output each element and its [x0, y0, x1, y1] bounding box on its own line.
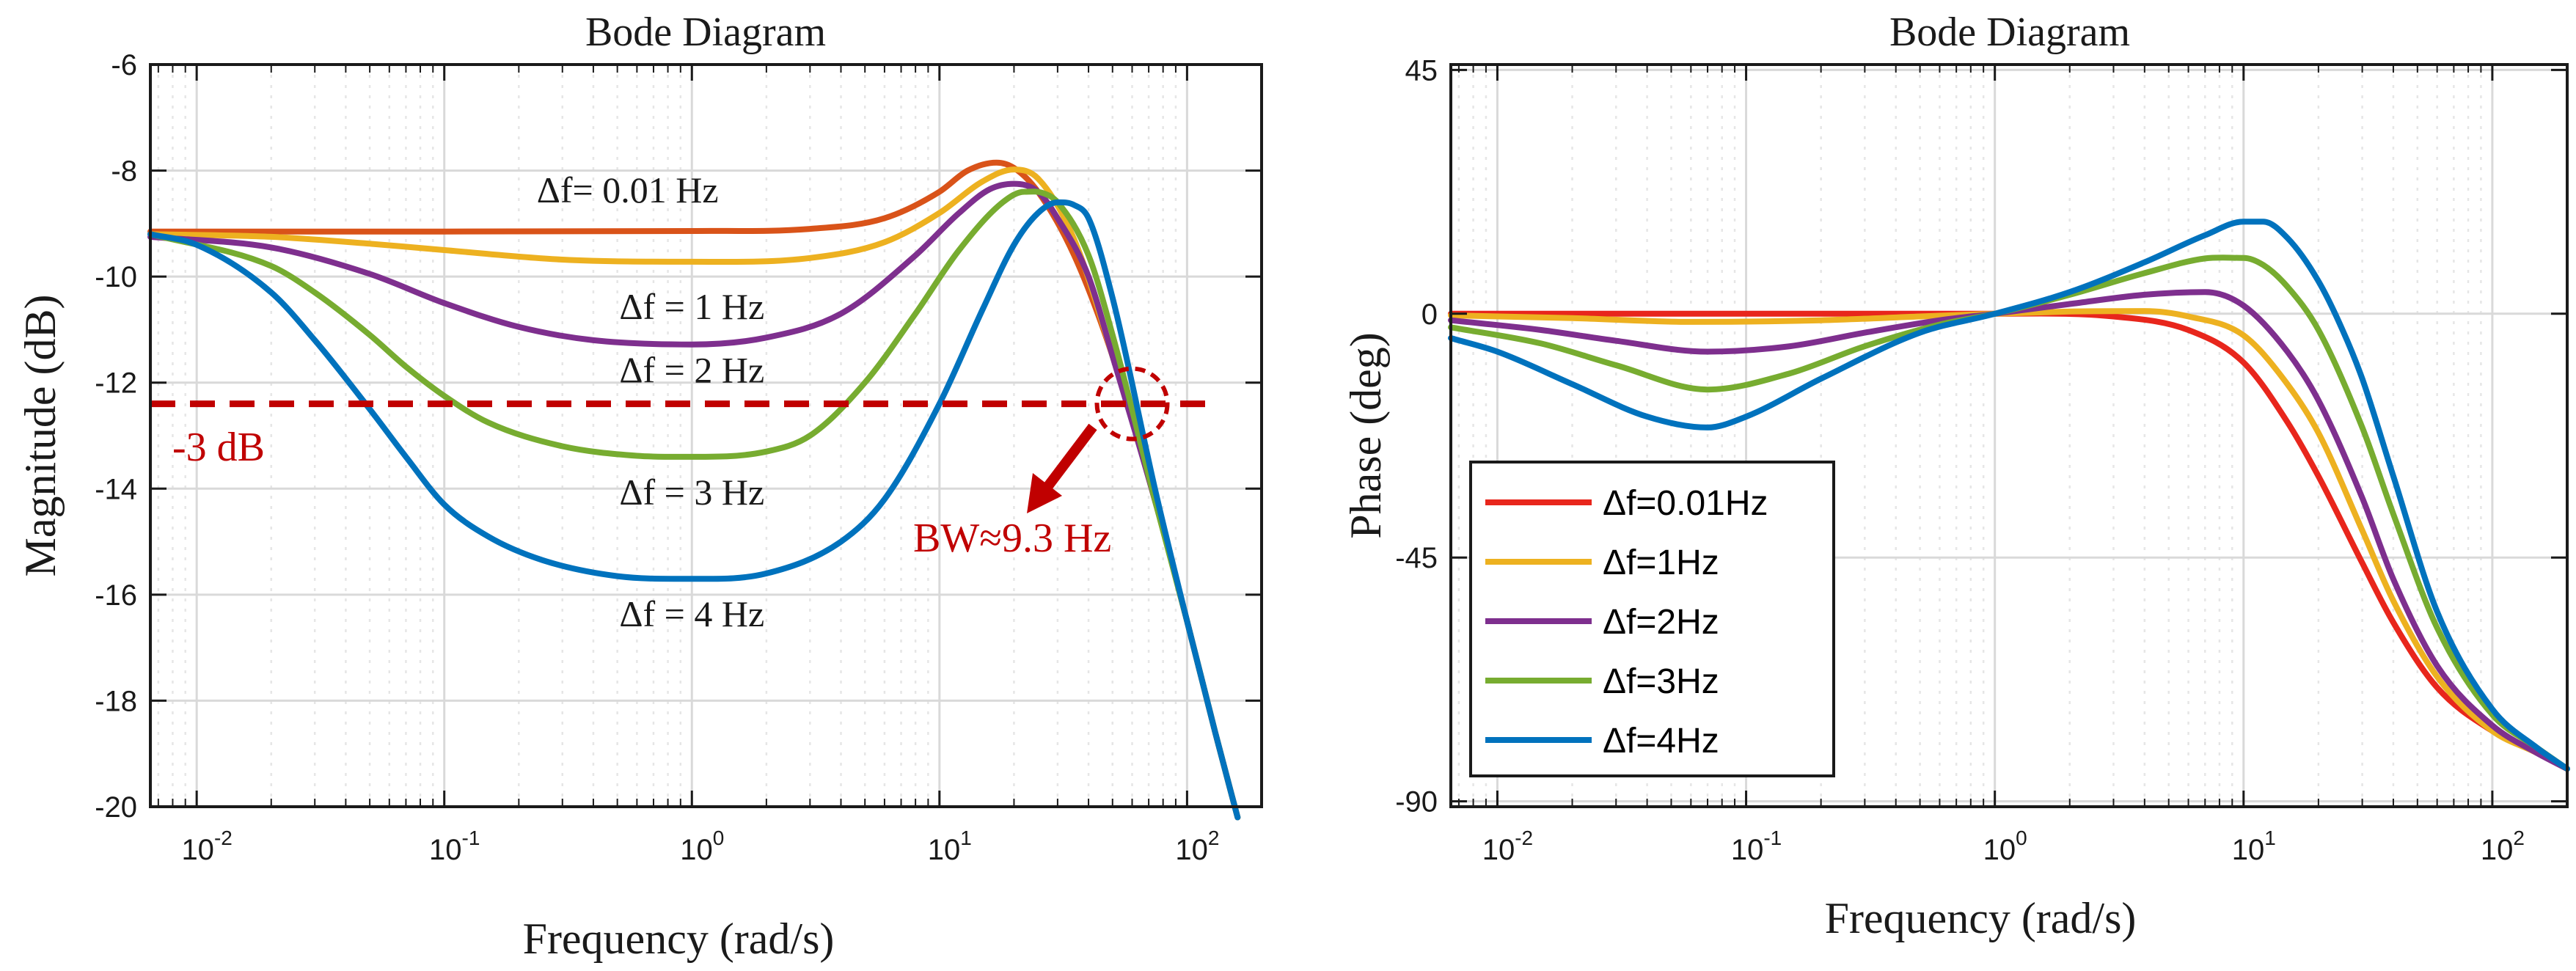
phase-chart-title: Bode Diagram [1889, 10, 2130, 55]
threshold-3db-label: -3 dB [172, 425, 265, 470]
legend-label-df-2hz: Δf=2Hz [1603, 603, 1719, 642]
series-label-df-3hz: Δf = 3 Hz [619, 472, 764, 513]
series-line-f1hz [1448, 308, 2570, 772]
phase-x-tick-label: 102 [2481, 827, 2525, 866]
series-line-f4hz [147, 199, 1241, 821]
legend-label-df-4hz: Δf=4Hz [1603, 722, 1719, 761]
series-line-f3hz [147, 188, 1241, 821]
series-label-df-4hz: Δf = 4 Hz [619, 593, 764, 634]
phase-y-axis-label: Phase (deg) [1342, 332, 1390, 539]
legend-label-df-3hz: Δf=3Hz [1603, 662, 1719, 701]
magnitude-y-tick-label: -20 [95, 791, 137, 824]
series-line-f0.01hz [1448, 310, 2570, 772]
legend-label-df-0.01hz: Δf=0.01Hz [1603, 484, 1768, 523]
magnitude-series-lines [147, 159, 1241, 821]
magnitude-ticks [150, 63, 1262, 808]
magnitude-y-tick-label: -12 [95, 367, 137, 400]
magnitude-y-axis-label: Magnitude (dB) [16, 295, 65, 577]
phase-legend: Δf=0.01Hz Δf=1Hz Δf=2Hz Δf=3Hz Δf=4Hz [1469, 461, 1835, 777]
magnitude-x-tick-label: 100 [680, 827, 724, 866]
bandwidth-marker-circle [1094, 366, 1170, 441]
magnitude-y-tick-label: -10 [95, 261, 137, 293]
series-line-f3hz [1448, 254, 2570, 772]
magnitude-y-tick-label: -14 [95, 473, 137, 505]
magnitude-x-tick-label: 10-1 [429, 827, 480, 866]
magnitude-x-tick-label: 102 [1175, 827, 1219, 866]
phase-x-tick-label: 100 [1983, 827, 2027, 866]
magnitude-y-tick-label: -8 [111, 155, 137, 188]
phase-x-axis-label: Frequency (rad/s) [1825, 894, 2137, 942]
magnitude-y-tick-label: -18 [95, 685, 137, 717]
phase-y-tick-label: -90 [1395, 786, 1438, 818]
phase-x-tick-label: 101 [2232, 827, 2276, 866]
legend-box [1469, 461, 1835, 777]
bandwidth-label: BW≈9.3 Hz [913, 516, 1111, 561]
series-label-df-2hz: Δf = 2 Hz [619, 350, 764, 391]
series-line-f2hz [1448, 289, 2570, 772]
phase-chart: Δf=0.01Hz Δf=1Hz Δf=2Hz Δf=3Hz Δf=4Hz 45… [1342, 10, 2570, 942]
phase-series-lines [1448, 219, 2570, 772]
bandwidth-arrow-head [1027, 473, 1062, 513]
magnitude-y-tick-label: -6 [111, 49, 137, 81]
magnitude-chart: -3 dB BW≈9.3 Hz Δf= 0.01 Hz Δf = 1 Hz Δf… [16, 10, 1263, 963]
magnitude-plot-area [150, 65, 1262, 807]
magnitude-y-tick-label: -16 [95, 579, 137, 612]
phase-axes-box [1449, 63, 2569, 808]
magnitude-x-axis-label: Frequency (rad/s) [523, 915, 835, 963]
phase-x-tick-label: 10-2 [1482, 827, 1533, 866]
phase-y-tick-label: -45 [1395, 542, 1438, 574]
series-line-f4hz [1448, 219, 2570, 772]
phase-y-tick-label: 45 [1405, 54, 1438, 87]
phase-y-tick-label: 0 [1421, 298, 1438, 331]
series-label-df-1hz: Δf = 1 Hz [619, 286, 764, 327]
magnitude-x-tick-label: 101 [928, 827, 972, 866]
phase-ticks [1451, 65, 2568, 807]
magnitude-axes-box [149, 63, 1263, 808]
phase-x-tick-label: 10-1 [1731, 827, 1782, 866]
series-label-df-0.01hz: Δf= 0.01 Hz [537, 169, 719, 210]
legend-label-df-1hz: Δf=1Hz [1603, 543, 1719, 582]
magnitude-x-tick-label: 10-2 [181, 827, 232, 866]
magnitude-chart-title: Bode Diagram [585, 10, 826, 55]
bandwidth-arrow-shaft [1041, 423, 1097, 494]
